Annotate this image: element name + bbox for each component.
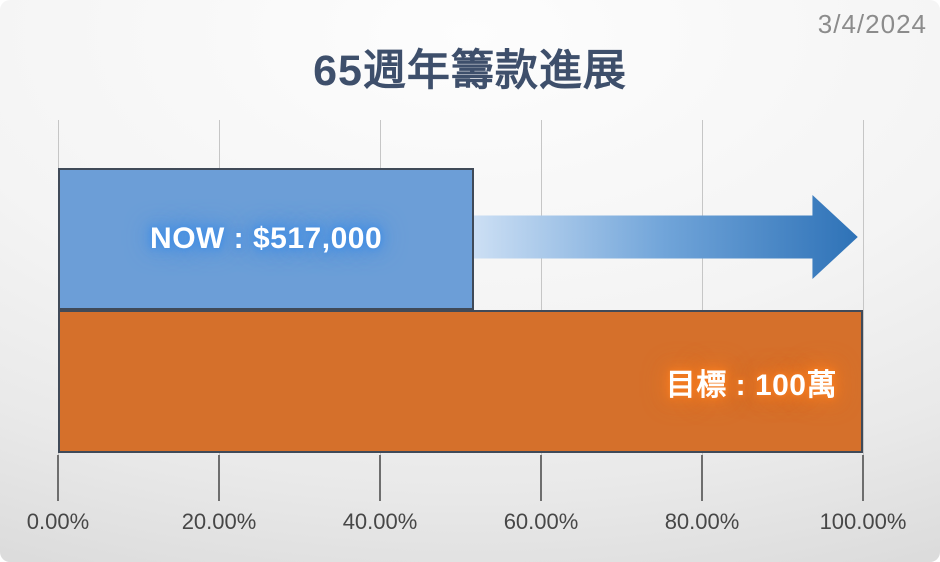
axis-tick (379, 455, 381, 501)
gridline (862, 120, 864, 455)
bar-goal: 目標 : 100萬 (58, 310, 863, 453)
chart-title: 65週年籌款進展 (313, 47, 627, 95)
gridline (540, 120, 542, 455)
slide-date: 3/4/2024 (817, 9, 927, 39)
bar-now-label: NOW : $517,000 (150, 222, 383, 255)
axis-tick-label: 0.00% (26, 509, 90, 534)
axis-tick (862, 455, 864, 501)
axis-tick (540, 455, 542, 501)
plot-area: NOW : $517,000 目標 : 100萬 (57, 118, 864, 455)
axis-tick (57, 455, 59, 501)
axis-tick-label: 40.00% (342, 509, 418, 534)
bar-goal-label: 目標 : 100萬 (665, 368, 837, 402)
gridline (701, 120, 703, 455)
axis-tick-label: 80.00% (664, 509, 740, 534)
axis-ticks (57, 455, 864, 501)
bar-now: NOW : $517,000 (58, 168, 475, 310)
axis-tick-label: 20.00% (181, 509, 257, 534)
axis-tick-label: 100.00% (819, 509, 907, 534)
axis-tick (218, 455, 220, 501)
progress-arrow-icon (474, 194, 858, 280)
axis-labels: 0.00% 20.00% 40.00% 60.00% 80.00% 100.00% (27, 509, 907, 541)
axis-tick (701, 455, 703, 501)
axis-tick-label: 60.00% (503, 509, 579, 534)
